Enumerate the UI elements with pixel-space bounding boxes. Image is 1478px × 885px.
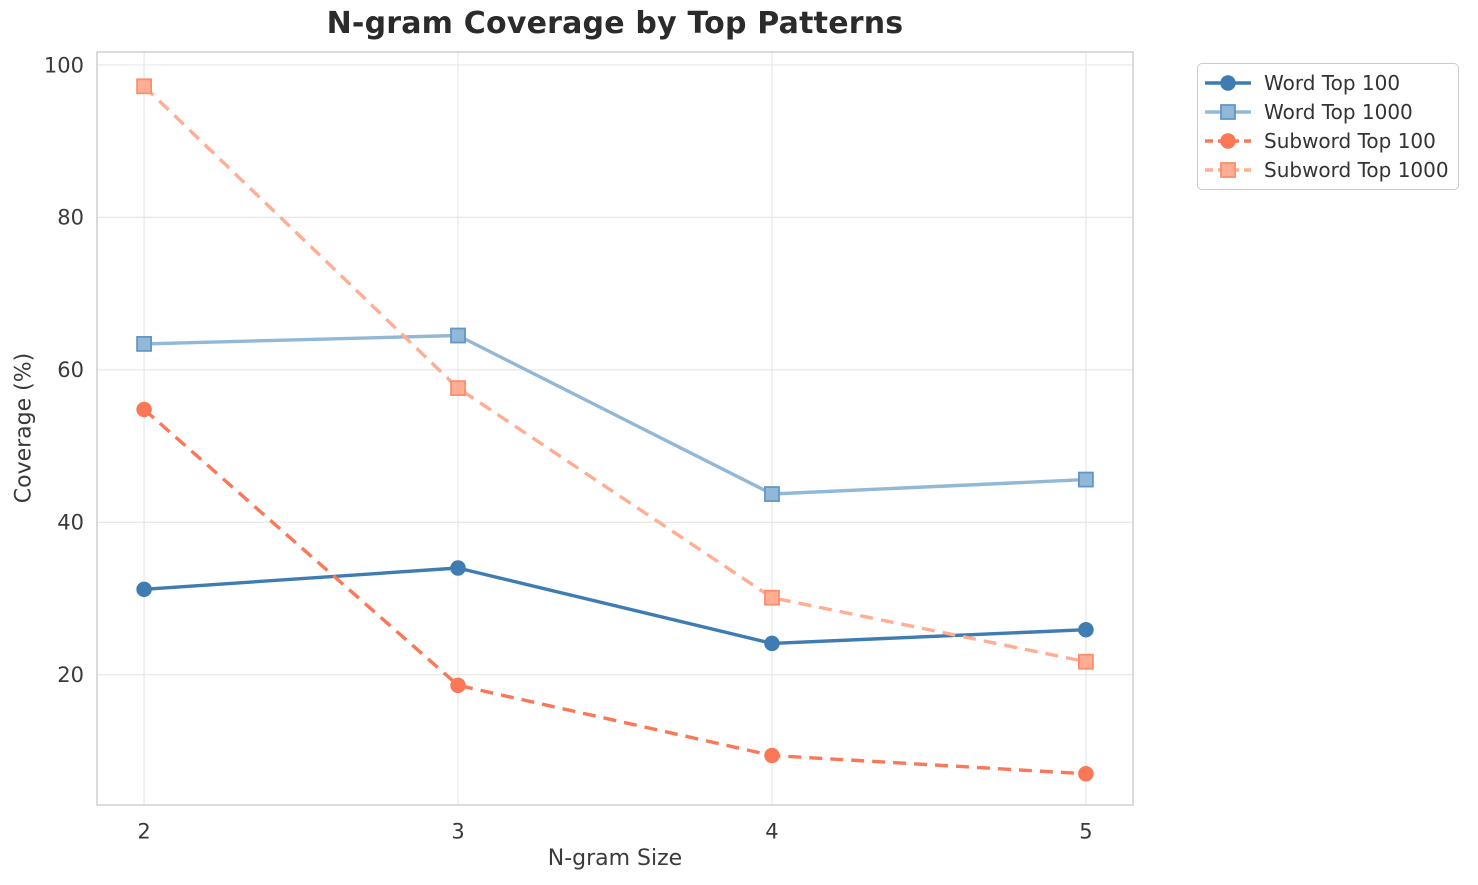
legend-label: Subword Top 100 (1264, 129, 1436, 154)
data-point-marker (1078, 621, 1094, 638)
legend-sample-marker (1220, 133, 1236, 149)
data-point-marker (136, 581, 152, 598)
data-point-marker (1078, 766, 1094, 782)
legend-sample-line-square-icon (1205, 103, 1251, 120)
legend-sample-dashed-circle-icon (1205, 133, 1251, 149)
legend-item-word-top-1000: Word Top 1000 (1205, 97, 1458, 126)
data-point-marker (136, 78, 152, 95)
data-point-marker (1078, 653, 1094, 670)
data-point-marker (764, 635, 780, 652)
data-point-marker (764, 486, 780, 502)
legend-sample-marker (1220, 74, 1236, 91)
y-tick-label: 100 (44, 53, 84, 77)
data-point-marker (136, 336, 152, 352)
series-word-top-100 (136, 560, 1094, 652)
x-tick-label: 4 (765, 819, 778, 843)
y-axis-label: Coverage (%) (11, 352, 37, 504)
series-path (142, 85, 1087, 664)
data-point-marker (136, 401, 152, 418)
series-path (143, 566, 1086, 646)
data-point-marker (764, 589, 780, 606)
series-word-top-1000 (136, 327, 1094, 502)
legend-label: Word Top 1000 (1264, 99, 1413, 124)
chart-title: N-gram Coverage by Top Patterns (326, 6, 904, 41)
legend-sample-marker (1220, 103, 1236, 120)
y-tick-label: 60 (57, 358, 84, 382)
axes-background (97, 52, 1133, 805)
series-path (142, 408, 1086, 776)
legend-sample-line-circle-icon (1205, 74, 1251, 91)
data-point-marker (450, 380, 466, 397)
data-point-marker (450, 677, 466, 694)
y-tick-label: 40 (57, 511, 84, 535)
series-subword-top-1000 (136, 78, 1094, 670)
legend-item-subword-top-1000: Subword Top 1000 (1205, 156, 1458, 185)
x-tick-label: 2 (137, 819, 150, 843)
y-tick-label: 80 (57, 206, 84, 230)
legend-label: Word Top 100 (1264, 70, 1401, 95)
x-axis-label: N-gram Size (547, 846, 683, 871)
x-tick-label: 5 (1079, 819, 1092, 843)
series-path (144, 333, 1086, 496)
data-point-marker (764, 747, 780, 764)
legend-sample-marker (1220, 162, 1236, 179)
data-point-marker (450, 327, 466, 344)
axes-border (96, 51, 1134, 806)
data-point-marker (450, 560, 466, 576)
legend-sample-dashed-square-icon (1205, 162, 1251, 179)
x-tick-label: 3 (451, 819, 464, 843)
legend-item-subword-top-100: Subword Top 100 (1205, 127, 1458, 156)
series-subword-top-100 (136, 401, 1094, 782)
legend-item-word-top-100: Word Top 100 (1205, 68, 1458, 97)
legend: Word Top 100 Word Top 1000 Subword Top 1… (1197, 63, 1459, 190)
data-point-marker (1078, 471, 1094, 488)
legend-label: Subword Top 1000 (1264, 158, 1449, 183)
y-tick-label: 20 (57, 663, 84, 687)
